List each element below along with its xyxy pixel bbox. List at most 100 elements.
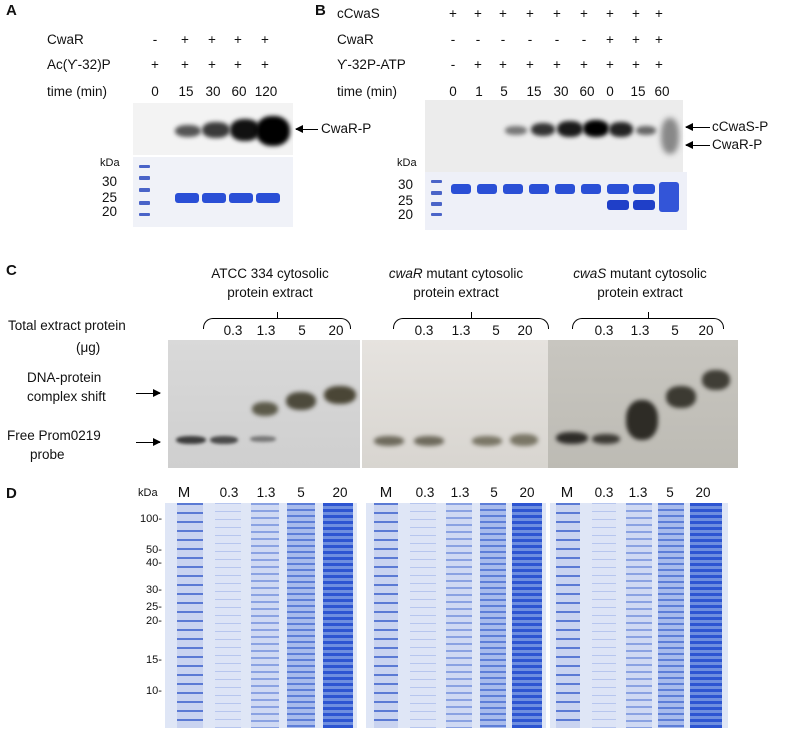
b-gel-band bbox=[503, 184, 523, 194]
a-kda-label: kDa bbox=[100, 157, 120, 169]
d-kda-tick: 10- bbox=[146, 685, 162, 697]
c-group-title-line2: protein extract bbox=[413, 285, 499, 300]
d-sample-lane bbox=[626, 503, 652, 728]
b-cwar-cell: + bbox=[606, 32, 614, 47]
b-kda-tick: 20 bbox=[398, 207, 414, 222]
b-atp-cell: + bbox=[606, 57, 614, 72]
d-kda-tick: 50- bbox=[146, 544, 162, 556]
b-gel-band bbox=[659, 182, 679, 212]
b-coomassie-gel bbox=[425, 172, 687, 230]
b-time-cell: 0 bbox=[449, 84, 457, 99]
d-kda-tick: 15- bbox=[146, 654, 162, 666]
c-emsa-gel-3 bbox=[548, 340, 738, 468]
b-gel-band bbox=[633, 200, 655, 210]
b-kda-tick: 30 bbox=[398, 177, 414, 192]
panel-b-label: B bbox=[315, 2, 326, 19]
d-lane-label: 5 bbox=[666, 485, 674, 500]
a-ladder-band bbox=[139, 176, 150, 180]
b-ladder-band bbox=[431, 202, 442, 206]
a-cwar-cell: + bbox=[208, 32, 216, 47]
d-sample-lane bbox=[251, 503, 279, 728]
c-shift-band bbox=[626, 400, 658, 440]
c-amount: 0.3 bbox=[223, 323, 243, 338]
b-ccwas-cell: + bbox=[655, 6, 663, 21]
a-band bbox=[175, 125, 201, 137]
d-lane-label: M bbox=[560, 484, 574, 501]
b-band bbox=[583, 120, 609, 137]
a-time-cell: 15 bbox=[178, 84, 194, 99]
d-marker-lane bbox=[556, 503, 580, 728]
a-row-label-cwar: CwaR bbox=[47, 32, 84, 47]
d-sds-gel-3 bbox=[550, 503, 728, 728]
d-sample-lane bbox=[512, 503, 542, 728]
b-cwar-cell: - bbox=[527, 32, 533, 47]
b-time-cell: 15 bbox=[526, 84, 542, 99]
d-marker-lane bbox=[177, 503, 203, 728]
d-sample-lane bbox=[658, 503, 684, 728]
b-cwarp-arrow bbox=[685, 141, 710, 149]
c-free-probe-band bbox=[250, 436, 276, 442]
c-amount: 0.3 bbox=[594, 323, 614, 338]
b-atp-cell: + bbox=[474, 57, 482, 72]
d-kda-tick: 40- bbox=[146, 557, 162, 569]
c-group-title: cwaS mutant cytosolic protein extract bbox=[573, 266, 707, 300]
d-sample-lane bbox=[323, 503, 353, 728]
b-gel-band bbox=[555, 184, 575, 194]
a-ladder-band bbox=[139, 201, 150, 205]
d-lane-label: 1.3 bbox=[450, 485, 470, 500]
a-cwarp-label: CwaR-P bbox=[321, 121, 372, 136]
a-time-cell: 0 bbox=[151, 84, 159, 99]
d-lane-label: 0.3 bbox=[415, 485, 435, 500]
c-group-title-line1: ATCC 334 cytosolic bbox=[211, 266, 329, 281]
a-time-cell: 60 bbox=[231, 84, 247, 99]
c-shift-band bbox=[286, 392, 316, 410]
c-group-title: ATCC 334 cytosolic protein extract bbox=[211, 266, 329, 300]
c-amount: 5 bbox=[492, 323, 500, 338]
panel-d-label: D bbox=[6, 485, 17, 502]
a-acp-cell: + bbox=[151, 57, 159, 72]
c-amount: 0.3 bbox=[414, 323, 434, 338]
c-emsa-gel-2 bbox=[362, 340, 548, 468]
a-band bbox=[256, 116, 290, 146]
a-acp-cell: + bbox=[234, 57, 242, 72]
b-ccwas-cell: + bbox=[526, 6, 534, 21]
d-lane-label: M bbox=[379, 484, 393, 501]
b-ccwas-cell: + bbox=[580, 6, 588, 21]
a-acp-cell: + bbox=[208, 57, 216, 72]
a-cwar-cell: - bbox=[152, 32, 158, 47]
b-atp-cell: - bbox=[450, 57, 456, 72]
a-cwar-cell: + bbox=[261, 32, 269, 47]
b-gel-band bbox=[607, 200, 629, 210]
d-sample-lane bbox=[690, 503, 722, 728]
b-band bbox=[557, 121, 583, 137]
d-kda-tick: 25- bbox=[146, 601, 162, 613]
d-lane-label: 0.3 bbox=[219, 485, 239, 500]
d-lane-label: 20 bbox=[332, 485, 348, 500]
b-band bbox=[636, 126, 656, 135]
c-free-probe-band bbox=[592, 434, 620, 444]
a-band bbox=[230, 119, 260, 141]
d-sample-lane bbox=[592, 503, 616, 728]
c-free-arrow bbox=[136, 438, 161, 446]
b-cwar-cell: - bbox=[500, 32, 506, 47]
a-kda-tick: 20 bbox=[102, 204, 118, 219]
c-shift-label: DNA-protein complex shift bbox=[27, 370, 106, 404]
b-row-label-atp: ϒ-32P-ATP bbox=[337, 57, 406, 72]
c-amount: 1.3 bbox=[256, 323, 276, 338]
a-acp-text: Ac(ϒ-32)P bbox=[47, 57, 111, 72]
d-sds-gel-1 bbox=[165, 503, 357, 728]
b-ccwas-cell: + bbox=[499, 6, 507, 21]
b-time-cell: 15 bbox=[630, 84, 646, 99]
a-cwar-cell: + bbox=[234, 32, 242, 47]
d-lane-label: 20 bbox=[695, 485, 711, 500]
a-gel-band bbox=[175, 193, 199, 203]
d-lane-label: 1.3 bbox=[628, 485, 648, 500]
b-row-label-time: time (min) bbox=[337, 84, 397, 99]
c-amount: 5 bbox=[298, 323, 306, 338]
d-sds-gel-2 bbox=[366, 503, 546, 728]
b-atp-cell: + bbox=[553, 57, 561, 72]
b-gel-band bbox=[529, 184, 549, 194]
a-band bbox=[202, 122, 230, 138]
b-ccwas-cell: + bbox=[606, 6, 614, 21]
d-lane-label: 20 bbox=[519, 485, 535, 500]
